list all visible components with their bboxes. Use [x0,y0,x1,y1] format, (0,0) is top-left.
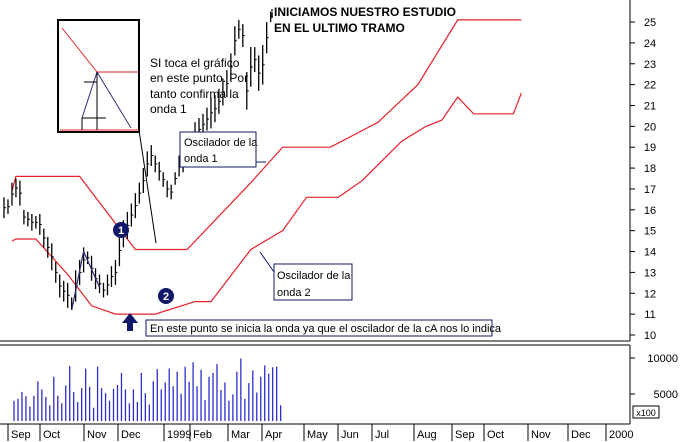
month-label: 2000 [609,429,633,441]
month-label: Nov [531,429,551,441]
price-tick-label: 24 [644,38,656,50]
start-note-text: En este punto se inicia la onda ya que e… [150,323,502,335]
month-label: Sep [455,429,475,441]
price-tick-label: 14 [644,247,656,259]
price-tick-label: 11 [644,309,655,321]
price-tick-label: 25 [644,17,656,29]
wave-start-note: En este punto se inicia la onda ya que e… [122,313,502,337]
wave-lines [71,249,101,311]
volume-unit-label: x100 [636,408,656,418]
price-tick-label: 20 [644,121,656,133]
month-label: Aug [417,429,437,441]
osc1-line-1: Oscilador de la [184,137,258,149]
title-line-1: ¡INICIAMOS NUESTRO ESTUDIO [270,5,456,19]
inset-upper-diagonal [61,27,98,73]
wave-1-marker [113,222,129,238]
price-y-axis: 10 11 12 13 14 15 16 17 18 19 20 21 22 23 24 25 [630,17,656,342]
osc2-box [273,263,353,301]
month-label: 1999 [167,429,191,441]
band-upper [11,19,522,251]
volume-tick-label: 5000 [654,389,678,401]
wave-line [71,249,101,311]
inset-diagram [57,19,140,133]
price-tick-label: 21 [644,100,656,112]
price-bars [3,11,273,310]
osc2-line-2: onda 2 [277,287,311,299]
touch-note-line-3: tanto confirma la [150,87,239,101]
wave-1-marker-label: 1 [118,225,124,237]
start-note-box [145,319,493,337]
price-tick-label: 13 [644,267,656,279]
title-line-2: EN EL ULTIMO TRAMO [274,21,405,35]
chart-title: ¡INICIAMOS NUESTRO ESTUDIO EN EL ULTIMO … [270,5,456,35]
inset-wave-up [81,71,98,119]
inset-pointer-line [138,129,157,244]
price-panel-frame [0,0,631,342]
touch-note-line-1: SI toca el gráfico [150,56,240,70]
price-tick-label: 17 [644,184,656,196]
volume-unit-box [632,405,660,419]
month-label: Dec [121,429,141,441]
month-label: Dec [571,429,591,441]
price-tick-label: 15 [644,226,656,238]
price-tick-label: 18 [644,163,656,175]
oscillator-wave-2-label: Oscilador de la onda 2 [259,251,353,301]
osc1-line-2: onda 1 [184,153,218,165]
price-tick-label: 19 [644,142,656,154]
month-label: Apr [265,429,282,441]
month-label: May [307,429,328,441]
price-tick-label: 22 [644,80,656,92]
wave-2-marker-label: 2 [163,291,169,303]
month-label: Sep [11,429,31,441]
touch-note-line-4: onda 1 [150,102,187,116]
volume-y-axis: 5000 10000 x100 [630,353,678,419]
touch-note: SI toca el gráfico en este punto. Por ta… [150,56,248,116]
osc2-line-1: Oscilador de la [277,270,351,282]
start-arrow-icon [122,313,138,331]
month-label: Jun [341,429,359,441]
osc1-box [179,131,257,168]
price-tick-label: 23 [644,59,656,71]
touch-note-line-2: en este punto. Por [150,71,248,85]
month-label: Jul [375,429,389,441]
volume-tick-label: 10000 [647,353,678,365]
price-tick-label: 16 [644,205,656,217]
month-label: Nov [87,429,107,441]
month-label: Mar [231,429,250,441]
price-tick-label: 10 [644,330,656,342]
inset-wave-down [96,71,132,129]
volume-bars [13,358,282,421]
wave-2-marker [158,288,174,304]
wave-markers: 1 2 [113,222,174,304]
month-label: Oct [43,429,60,441]
osc2-pointer [259,251,275,273]
inset-box [57,19,140,133]
month-x-axis: Sep Oct Nov Dec 1999 Feb Mar Apr May Jun Jul Aug Sep… [7,424,633,441]
month-label: Feb [193,429,212,441]
price-tick-label: 12 [644,288,656,300]
month-label: Oct [487,429,504,441]
oscillator-wave-1-label: Oscilador de la onda 1 [179,131,266,168]
